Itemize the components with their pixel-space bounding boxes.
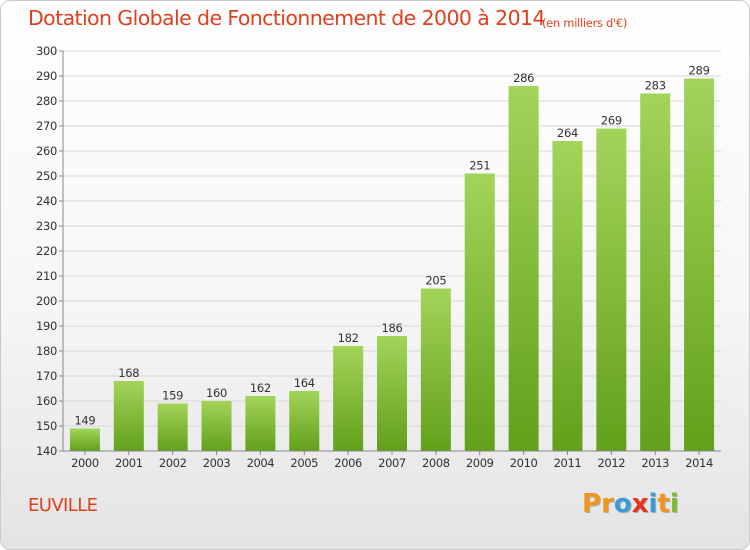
- y-tick-label: 260: [36, 144, 57, 158]
- bar: [157, 403, 188, 451]
- bar: [289, 391, 320, 451]
- x-tick-label: 2008: [422, 456, 450, 470]
- y-tick-label: 290: [36, 69, 57, 83]
- data-labels: 149 168 159 160 162 164 182 186 205 251 286 264 269 2…: [74, 64, 709, 428]
- axes: [62, 51, 721, 452]
- x-tick-label: 2004: [247, 456, 275, 470]
- x-tick-label: 2007: [378, 456, 406, 470]
- bar: [640, 93, 671, 451]
- y-tick-label: 190: [36, 319, 57, 333]
- bar: [69, 428, 100, 451]
- x-tick-label: 2014: [685, 456, 713, 470]
- x-tick-label: 2012: [597, 456, 625, 470]
- bar: [333, 346, 364, 451]
- data-label: 269: [601, 114, 622, 128]
- logo-letter: t: [657, 489, 670, 519]
- logo-letter: P: [582, 489, 602, 519]
- logo-letter: r: [601, 489, 614, 519]
- data-label: 182: [338, 331, 359, 345]
- bar: [508, 86, 539, 451]
- logo-letter: o: [613, 489, 632, 519]
- data-label: 289: [689, 64, 710, 78]
- x-axis-ticks: 2000 2001 2002 2003 2004 2005 2006 2007 2008 2009…: [71, 451, 713, 470]
- x-tick-label: 2010: [510, 456, 538, 470]
- x-tick-label: 2009: [466, 456, 494, 470]
- logo-letter: i: [669, 489, 679, 519]
- x-tick-label: 2002: [159, 456, 187, 470]
- data-label: 286: [513, 71, 534, 85]
- y-tick-label: 180: [36, 344, 57, 358]
- bar: [113, 381, 144, 451]
- bar: [464, 173, 495, 451]
- bar: [552, 141, 583, 451]
- y-tick-label: 270: [36, 119, 57, 133]
- y-tick-label: 140: [36, 444, 57, 458]
- logo-letter: i: [648, 489, 658, 519]
- y-tick-label: 300: [36, 44, 57, 58]
- y-tick-label: 220: [36, 244, 57, 258]
- x-tick-label: 2005: [290, 456, 318, 470]
- data-label: 160: [206, 386, 227, 400]
- commune-name: EUVILLE: [28, 495, 98, 516]
- data-label: 149: [74, 414, 95, 428]
- x-tick-label: 2013: [641, 456, 669, 470]
- data-label: 159: [162, 389, 183, 403]
- data-label: 186: [381, 321, 402, 335]
- data-label: 264: [557, 126, 578, 140]
- x-tick-label: 2000: [71, 456, 99, 470]
- data-label: 164: [294, 376, 315, 390]
- x-tick-label: 2001: [115, 456, 143, 470]
- data-label: 283: [645, 79, 666, 93]
- y-tick-label: 150: [36, 419, 57, 433]
- y-tick-label: 160: [36, 394, 57, 408]
- y-tick-label: 250: [36, 169, 57, 183]
- y-tick-label: 280: [36, 94, 57, 108]
- y-tick-label: 200: [36, 294, 57, 308]
- y-tick-label: 210: [36, 269, 57, 283]
- bar: [596, 128, 627, 451]
- bar: [420, 288, 451, 451]
- y-axis-ticks: 140 150 160 170 180 190 200 210 220 230 240 250 260 2…: [36, 44, 63, 458]
- bars: [69, 78, 715, 451]
- bar: [201, 401, 232, 451]
- x-tick-label: 2003: [203, 456, 231, 470]
- chart-unit-note: (en milliers d'€): [542, 16, 628, 30]
- proxiti-logo: Proxiti: [582, 489, 679, 519]
- data-label: 162: [250, 381, 271, 395]
- y-tick-label: 170: [36, 369, 57, 383]
- bar: [684, 78, 715, 451]
- bar: [245, 396, 276, 451]
- y-tick-label: 240: [36, 194, 57, 208]
- x-tick-label: 2011: [554, 456, 582, 470]
- y-tick-label: 230: [36, 219, 57, 233]
- chart-title: Dotation Globale de Fonctionnement de 20…: [28, 6, 546, 30]
- data-label: 251: [469, 159, 490, 173]
- x-tick-label: 2006: [334, 456, 362, 470]
- data-label: 168: [118, 366, 139, 380]
- logo-letter: x: [631, 489, 649, 519]
- bar: [377, 336, 407, 451]
- data-label: 205: [425, 274, 446, 288]
